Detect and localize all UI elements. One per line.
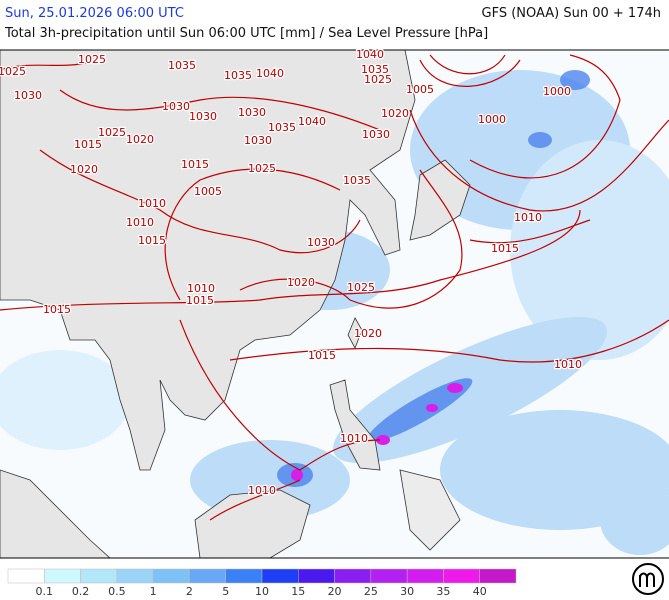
isobar-label: 1005: [194, 185, 222, 198]
isobar-label: 1030: [189, 110, 217, 123]
isobar-label: 1010: [126, 216, 154, 229]
legend-swatch: [80, 568, 118, 584]
legend-label: 10: [255, 585, 269, 598]
isobar-label: 1040: [256, 67, 284, 80]
isobar-label: 1030: [162, 100, 190, 113]
subtitle: Total 3h-precipitation until Sun 06:00 U…: [5, 26, 489, 41]
isobar-label: 1025: [347, 281, 375, 294]
legend-swatch: [443, 568, 480, 584]
legend-label: 2: [186, 585, 193, 598]
legend-swatch: [116, 568, 154, 584]
isobar-label: 1025: [98, 126, 126, 139]
isobar-label: 1030: [307, 236, 335, 249]
legend-label: 25: [364, 585, 378, 598]
isobar-label: 1040: [298, 115, 326, 128]
isobar-label: 1015: [491, 242, 519, 255]
isobar-label: 1010: [187, 282, 215, 295]
isobar-label: 1030: [244, 134, 272, 147]
isobar-label: 1025: [0, 65, 26, 78]
legend-swatch: [479, 568, 517, 584]
legend-swatch: [261, 568, 299, 584]
legend-swatch: [225, 568, 263, 584]
isobar-label: 1025: [248, 162, 276, 175]
isobar-label: 1020: [70, 163, 98, 176]
logo: [632, 563, 664, 595]
legend-label: 15: [291, 585, 305, 598]
legend-label: 0.5: [108, 585, 126, 598]
legend-swatch: [44, 568, 81, 584]
isobar-label: 1010: [138, 197, 166, 210]
legend-swatch: [406, 568, 444, 584]
isobar-label: 1030: [362, 128, 390, 141]
legend-label: 35: [436, 585, 450, 598]
legend-label: 40: [473, 585, 487, 598]
datetime: Sun, 25.01.2026 06:00 UTC: [5, 6, 184, 21]
isobar-label: 1030: [238, 106, 266, 119]
isobar-label: 1020: [126, 133, 154, 146]
model-run: GFS (NOAA) Sun 00 + 174h: [481, 6, 661, 21]
legend-swatch: [152, 568, 190, 584]
isobar-label: 1010: [514, 211, 542, 224]
legend-swatch: [370, 568, 408, 584]
isobar-label: 1015: [308, 349, 336, 362]
legend-label: 0.1: [36, 585, 54, 598]
isobar-label: 1040: [356, 48, 384, 61]
isobar-label: 1025: [78, 53, 106, 66]
isobar-label: 1010: [340, 432, 368, 445]
legend-label: 5: [222, 585, 229, 598]
legend-swatch: [7, 568, 45, 584]
isobar-label: 1020: [287, 276, 315, 289]
isobar-label: 1030: [14, 89, 42, 102]
isobar-label: 1025: [364, 73, 392, 86]
isobar-label: 1010: [554, 358, 582, 371]
isobar-label: 1035: [168, 59, 196, 72]
isobar-label: 1015: [74, 138, 102, 151]
legend-label: 0.2: [72, 585, 90, 598]
isobar-label: 1000: [478, 113, 506, 126]
isobar-label: 1010: [248, 484, 276, 497]
isobar-label: 1020: [381, 107, 409, 120]
isobar-label: 1020: [354, 327, 382, 340]
legend-swatch: [189, 568, 226, 584]
land: [0, 50, 471, 558]
legend-label: 30: [400, 585, 414, 598]
isobars: [0, 54, 669, 521]
isobar-label: 1035: [224, 69, 252, 82]
isobar-label: 1015: [138, 234, 166, 247]
isobar-label: 1035: [343, 174, 371, 187]
isobar-label: 1005: [406, 83, 434, 96]
isobar-label: 1035: [268, 121, 296, 134]
isobar-label: 1035: [361, 63, 389, 76]
isobar-label: 1015: [181, 158, 209, 171]
legend-swatch: [334, 568, 372, 584]
legend-label: 1: [150, 585, 157, 598]
isobar-label: 1000: [543, 85, 571, 98]
peak-precipitation: [291, 383, 463, 481]
isobar-label: 1015: [43, 303, 71, 316]
map-area: [0, 50, 669, 558]
legend-swatch: [298, 568, 335, 584]
legend-label: 20: [328, 585, 342, 598]
isobar-label: 1015: [186, 294, 214, 307]
